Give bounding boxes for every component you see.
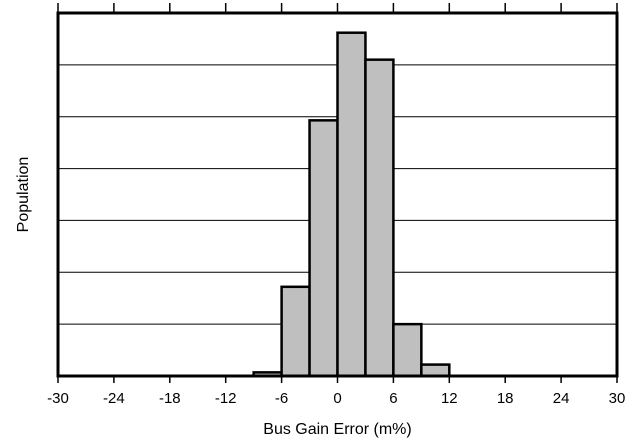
y-axis-label: Population bbox=[15, 157, 32, 233]
x-tick-label-7: 12 bbox=[441, 390, 458, 407]
x-tick-label-9: 24 bbox=[553, 390, 570, 407]
x-tick-label-4: -6 bbox=[275, 390, 288, 407]
x-tick-label-3: -12 bbox=[215, 390, 237, 407]
x-tick-label-0: -30 bbox=[47, 390, 69, 407]
histogram-bar-6 bbox=[420, 363, 451, 378]
histogram-bar-4 bbox=[364, 58, 395, 378]
x-tick-label-8: 18 bbox=[497, 390, 514, 407]
x-axis-tick-labels: -30 -24 -18 -12 -6 0 6 12 18 24 30 bbox=[47, 390, 625, 407]
histogram-bar-5 bbox=[392, 322, 423, 378]
histogram-bar-2 bbox=[308, 119, 339, 378]
x-tick-label-10: 30 bbox=[609, 390, 626, 407]
x-tick-label-5: 0 bbox=[333, 390, 341, 407]
bars bbox=[252, 31, 451, 378]
histogram-bar-3 bbox=[336, 31, 367, 378]
x-tick-label-2: -18 bbox=[159, 390, 181, 407]
x-axis-label: Bus Gain Error (m%) bbox=[263, 421, 411, 438]
x-tick-label-1: -24 bbox=[103, 390, 125, 407]
histogram-bar-1 bbox=[280, 285, 311, 378]
x-axis-ticks bbox=[57, 3, 618, 383]
x-tick-label-6: 6 bbox=[389, 390, 397, 407]
